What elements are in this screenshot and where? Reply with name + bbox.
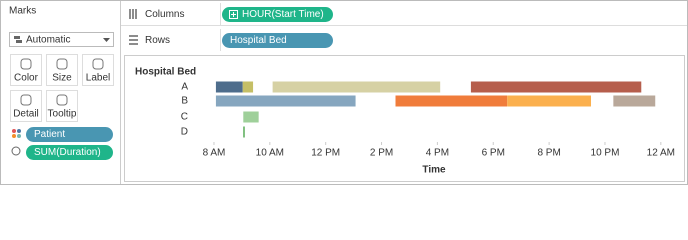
gantt-bar (395, 95, 508, 107)
gantt-bar (215, 95, 356, 107)
pill-label: SUM(Duration) (34, 147, 101, 158)
mark-type-dropdown[interactable]: Automatic (9, 32, 114, 47)
icon (12, 129, 16, 133)
button-box[interactable] (82, 54, 114, 86)
tableau-view: Marks Automatic Color Size Label Detail Tool… (0, 0, 688, 185)
gantt-bar (215, 81, 243, 93)
button-label: Color (14, 73, 39, 84)
button-icon (20, 94, 32, 106)
shelf-label: Rows (145, 35, 170, 46)
row-label: A (181, 82, 188, 93)
mark-button[interactable]: Detail (10, 90, 42, 122)
mark-button[interactable]: Size (46, 54, 78, 86)
button-icon (20, 58, 32, 70)
row-label: C (181, 112, 188, 123)
mark-button[interactable]: Tooltip (46, 90, 78, 122)
x-tick-label: 4 PM (426, 148, 449, 159)
pill-columns[interactable]: HOUR(Start Time) (222, 7, 333, 22)
dropdown-arrow (103, 38, 110, 42)
row-label: B (181, 96, 188, 107)
button-box[interactable] (10, 54, 42, 86)
pill-bg[interactable] (26, 145, 113, 160)
x-tick-label: 12 AM (647, 148, 675, 159)
x-tick-label: 8 PM (537, 148, 560, 159)
icon (229, 10, 238, 19)
pill-duration[interactable]: SUM(Duration) (11, 145, 113, 160)
icon (12, 134, 16, 138)
icon (129, 35, 138, 45)
x-tick-label: 2 PM (370, 148, 393, 159)
shelf-label: Columns (145, 9, 184, 20)
gantt-bar (243, 126, 245, 138)
gantt-bar (613, 95, 656, 107)
dropdown-box[interactable] (9, 32, 114, 47)
icon (17, 129, 21, 133)
gantt-bar (272, 81, 441, 93)
pill-patient[interactable]: Patient (12, 127, 113, 142)
icon (17, 134, 21, 138)
x-tick-label: 10 PM (591, 148, 620, 159)
button-label: Detail (13, 109, 39, 120)
icon (11, 146, 21, 156)
x-tick-label: 10 AM (256, 148, 284, 159)
mark-button[interactable]: Label (82, 54, 114, 86)
pill-label: HOUR(Start Time) (242, 9, 324, 20)
icon (14, 36, 20, 39)
marks-title: Marks (9, 6, 36, 17)
x-tick-label: 12 PM (311, 148, 340, 159)
icon (16, 40, 22, 43)
pill-bg[interactable] (222, 33, 333, 48)
button-box[interactable] (10, 90, 42, 122)
row-label: D (181, 127, 188, 138)
pill-label: Patient (34, 129, 65, 140)
button-box[interactable] (46, 90, 78, 122)
x-tick-label: 8 AM (203, 148, 226, 159)
pill-bg[interactable] (26, 127, 113, 142)
button-label: Label (86, 73, 110, 84)
button-box[interactable] (46, 54, 78, 86)
x-tick-label: 6 PM (482, 148, 505, 159)
mark-type: Automatic (26, 35, 70, 46)
gantt-bar (470, 81, 642, 93)
gantt-bar (243, 111, 259, 123)
pill-label: Hospital Bed (230, 35, 287, 46)
x-axis-title: Time (422, 165, 446, 176)
button-icon (92, 58, 104, 70)
pill-bg[interactable] (222, 7, 333, 22)
rows-shelf: Rows Hospital Bed (129, 29, 333, 51)
icon (129, 9, 137, 19)
pill-rows[interactable]: Hospital Bed (222, 33, 333, 48)
button-icon (56, 58, 68, 70)
chart-area (124, 55, 685, 182)
mark-button[interactable]: Color (10, 54, 42, 86)
button-label: Size (52, 73, 72, 84)
button-icon (56, 94, 68, 106)
gantt-bar (507, 95, 592, 107)
gantt-bar (242, 81, 254, 93)
columns-shelf: Columns HOUR(Start Time) (121, 3, 687, 26)
icon (231, 12, 236, 17)
button-label: Tooltip (48, 109, 77, 120)
row-header: Hospital Bed (135, 67, 196, 78)
